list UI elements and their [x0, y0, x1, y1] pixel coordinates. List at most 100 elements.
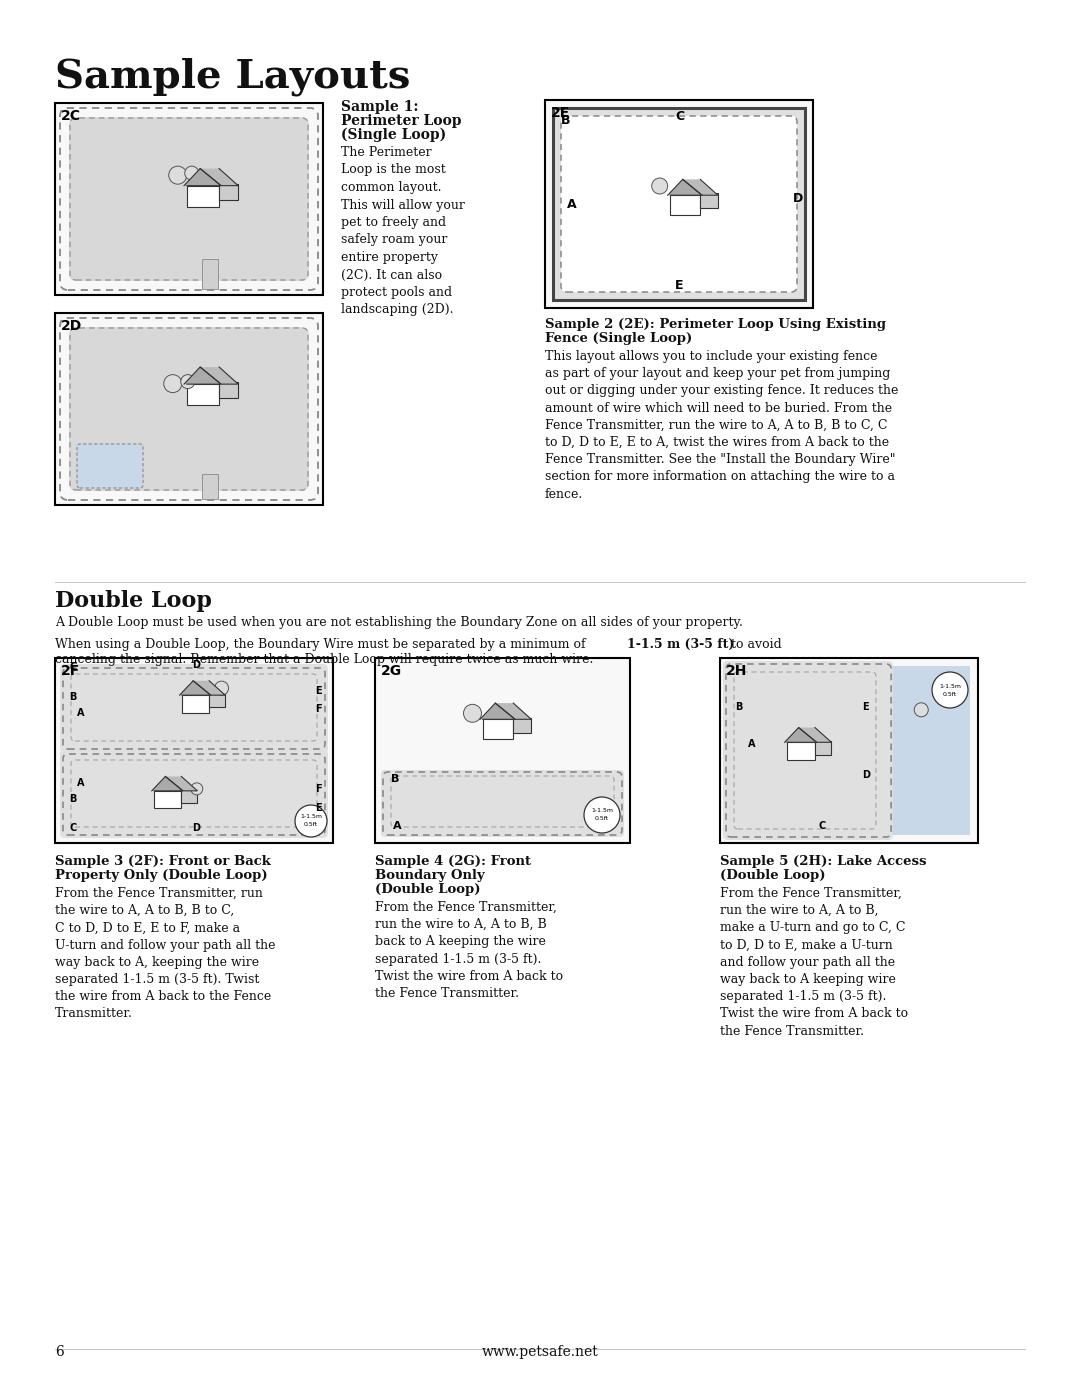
Text: A: A	[77, 778, 84, 788]
Bar	[545, 101, 813, 307]
Circle shape	[295, 805, 327, 837]
FancyBboxPatch shape	[60, 749, 328, 838]
Circle shape	[215, 682, 229, 696]
Circle shape	[180, 374, 194, 388]
Text: Sample Layouts: Sample Layouts	[55, 59, 410, 96]
Text: Sample 1:: Sample 1:	[341, 101, 419, 115]
Text: Double Loop: Double Loop	[55, 590, 212, 612]
Text: B: B	[69, 693, 77, 703]
Circle shape	[584, 798, 620, 833]
Polygon shape	[184, 367, 221, 384]
Text: F: F	[315, 784, 322, 795]
Text: From the Fence Transmitter,
run the wire to A, A to B,
make a U-turn and go to C: From the Fence Transmitter, run the wire…	[720, 887, 908, 1038]
Text: 2G: 2G	[381, 664, 402, 678]
Text: A Double Loop must be used when you are not establishing the Boundary Zone on al: A Double Loop must be used when you are …	[55, 616, 743, 629]
Bar	[219, 383, 239, 398]
Polygon shape	[200, 367, 239, 384]
Text: 2H: 2H	[726, 664, 747, 678]
Text: D: D	[192, 659, 200, 671]
Text: 1-1.5 m (3-5 ft): 1-1.5 m (3-5 ft)	[627, 638, 734, 651]
Text: E: E	[315, 803, 322, 813]
Text: E: E	[675, 279, 684, 292]
FancyBboxPatch shape	[561, 116, 797, 292]
Bar	[728, 666, 970, 835]
Text: D: D	[862, 770, 869, 781]
Bar	[181, 696, 210, 712]
Circle shape	[164, 374, 181, 393]
Text: 0.5ft: 0.5ft	[943, 692, 957, 697]
Text: From the Fence Transmitter, run
the wire to A, A to B, B to C,
C to D, D to E, E: From the Fence Transmitter, run the wire…	[55, 887, 275, 1020]
Text: Sample 2 (2E): Perimeter Loop Using Existing: Sample 2 (2E): Perimeter Loop Using Exis…	[545, 319, 886, 331]
FancyBboxPatch shape	[60, 664, 328, 753]
FancyBboxPatch shape	[723, 661, 893, 840]
Bar	[187, 186, 219, 207]
Text: B: B	[561, 115, 570, 127]
Polygon shape	[798, 728, 832, 742]
Text: A: A	[393, 821, 402, 831]
Text: B: B	[735, 701, 742, 712]
Circle shape	[168, 166, 187, 184]
Text: Fence (Single Loop): Fence (Single Loop)	[545, 332, 692, 345]
Text: D: D	[793, 193, 804, 205]
Bar	[181, 789, 198, 803]
Bar	[210, 693, 225, 707]
Bar	[55, 658, 333, 842]
Bar	[55, 313, 323, 504]
Text: 1-1.5m: 1-1.5m	[939, 683, 961, 689]
Text: Boundary Only: Boundary Only	[375, 869, 485, 882]
Text: Sample 4 (2G): Front: Sample 4 (2G): Front	[375, 855, 531, 868]
Circle shape	[185, 166, 199, 180]
Polygon shape	[152, 777, 183, 791]
Text: Sample 5 (2H): Lake Access: Sample 5 (2H): Lake Access	[720, 855, 927, 868]
Bar	[787, 742, 815, 760]
Text: C: C	[818, 821, 825, 831]
Polygon shape	[165, 777, 198, 791]
Bar	[553, 108, 805, 300]
Bar	[154, 791, 181, 809]
Polygon shape	[184, 169, 221, 186]
Text: The Perimeter
Loop is the most
common layout.
This will allow your
pet to freely: The Perimeter Loop is the most common la…	[341, 147, 464, 317]
Text: (Double Loop): (Double Loop)	[375, 883, 481, 895]
Text: www.petsafe.net: www.petsafe.net	[482, 1345, 598, 1359]
Text: E: E	[315, 686, 322, 696]
Circle shape	[651, 177, 667, 194]
Polygon shape	[480, 703, 515, 719]
Bar	[187, 384, 219, 405]
Text: A: A	[567, 197, 577, 211]
Polygon shape	[683, 179, 718, 196]
Bar	[700, 193, 718, 208]
Text: D: D	[192, 823, 200, 833]
FancyBboxPatch shape	[381, 770, 624, 837]
Bar	[720, 658, 978, 842]
Polygon shape	[193, 680, 225, 696]
Polygon shape	[785, 728, 816, 742]
Text: 2D: 2D	[60, 319, 82, 332]
Text: canceling the signal. Remember that a Double Loop will require twice as much wir: canceling the signal. Remember that a Do…	[55, 652, 593, 666]
Text: 2E: 2E	[551, 106, 570, 120]
Bar	[55, 103, 323, 295]
Text: A: A	[77, 708, 84, 718]
Circle shape	[932, 672, 968, 708]
Bar	[553, 108, 805, 300]
Text: E: E	[862, 701, 868, 712]
Text: Property Only (Double Loop): Property Only (Double Loop)	[55, 869, 268, 882]
FancyBboxPatch shape	[77, 444, 143, 488]
Bar	[483, 719, 513, 739]
Text: C: C	[675, 110, 684, 123]
Text: 2C: 2C	[60, 109, 81, 123]
Text: C: C	[69, 662, 77, 672]
Circle shape	[463, 704, 482, 722]
FancyBboxPatch shape	[69, 117, 309, 281]
Text: This layout allows you to include your existing fence
as part of your layout and: This layout allows you to include your e…	[545, 351, 899, 500]
Text: (Double Loop): (Double Loop)	[720, 869, 825, 882]
Bar	[202, 474, 218, 499]
Polygon shape	[496, 703, 531, 719]
Text: Sample 3 (2F): Front or Back: Sample 3 (2F): Front or Back	[55, 855, 271, 868]
Text: 0.5ft: 0.5ft	[303, 823, 319, 827]
Text: When using a Double Loop, the Boundary Wire must be separated by a minimum of: When using a Double Loop, the Boundary W…	[55, 638, 590, 651]
Bar	[219, 184, 239, 200]
Polygon shape	[667, 179, 702, 196]
Text: to avoid: to avoid	[727, 638, 782, 651]
Bar	[671, 196, 700, 215]
Bar	[202, 258, 218, 289]
